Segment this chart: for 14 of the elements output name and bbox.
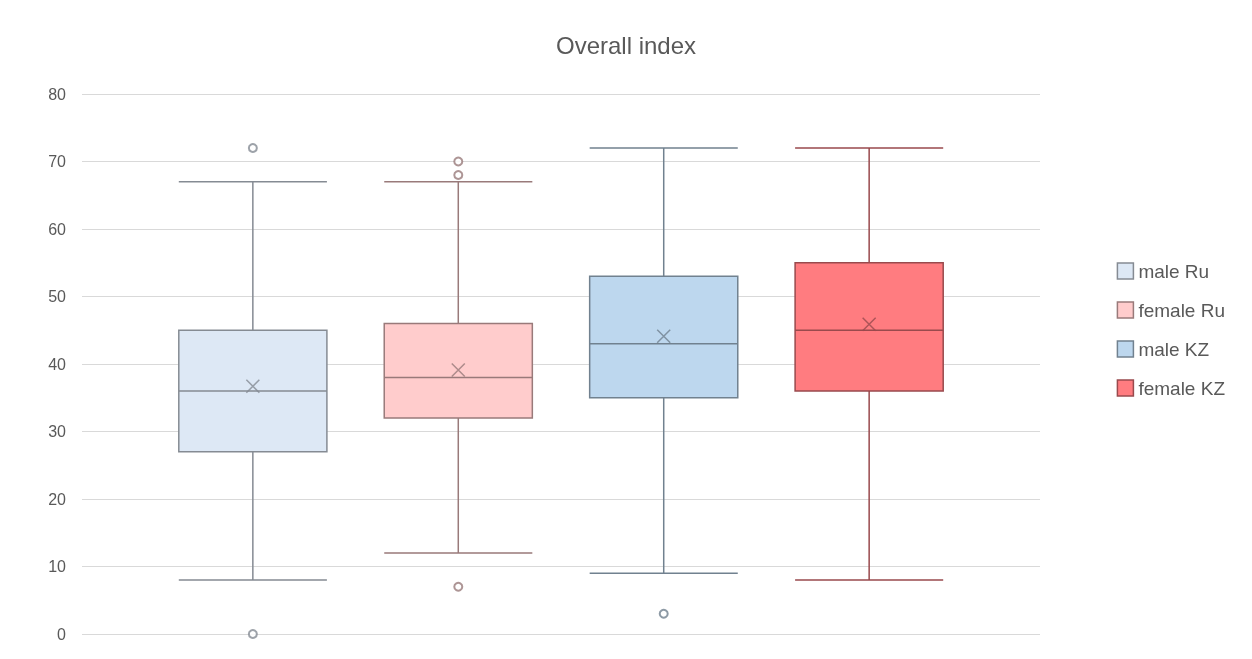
y-tick-label: 0: [57, 625, 67, 643]
legend-label: male KZ: [1138, 338, 1210, 360]
y-tick-label: 10: [48, 558, 67, 575]
y-tick-label: 30: [48, 423, 67, 440]
legend-label: female Ru: [1138, 299, 1226, 321]
legend-label: female KZ: [1138, 377, 1226, 399]
y-tick-label: 40: [48, 355, 67, 373]
chart-title: Overall index: [555, 31, 697, 59]
y-tick-label: 60: [48, 220, 67, 238]
y-tick-label: 50: [48, 288, 67, 305]
legend-label: male Ru: [1138, 260, 1210, 282]
y-tick-label: 70: [48, 153, 67, 170]
y-tick-label: 20: [48, 490, 67, 508]
y-tick-label: 80: [48, 85, 67, 103]
